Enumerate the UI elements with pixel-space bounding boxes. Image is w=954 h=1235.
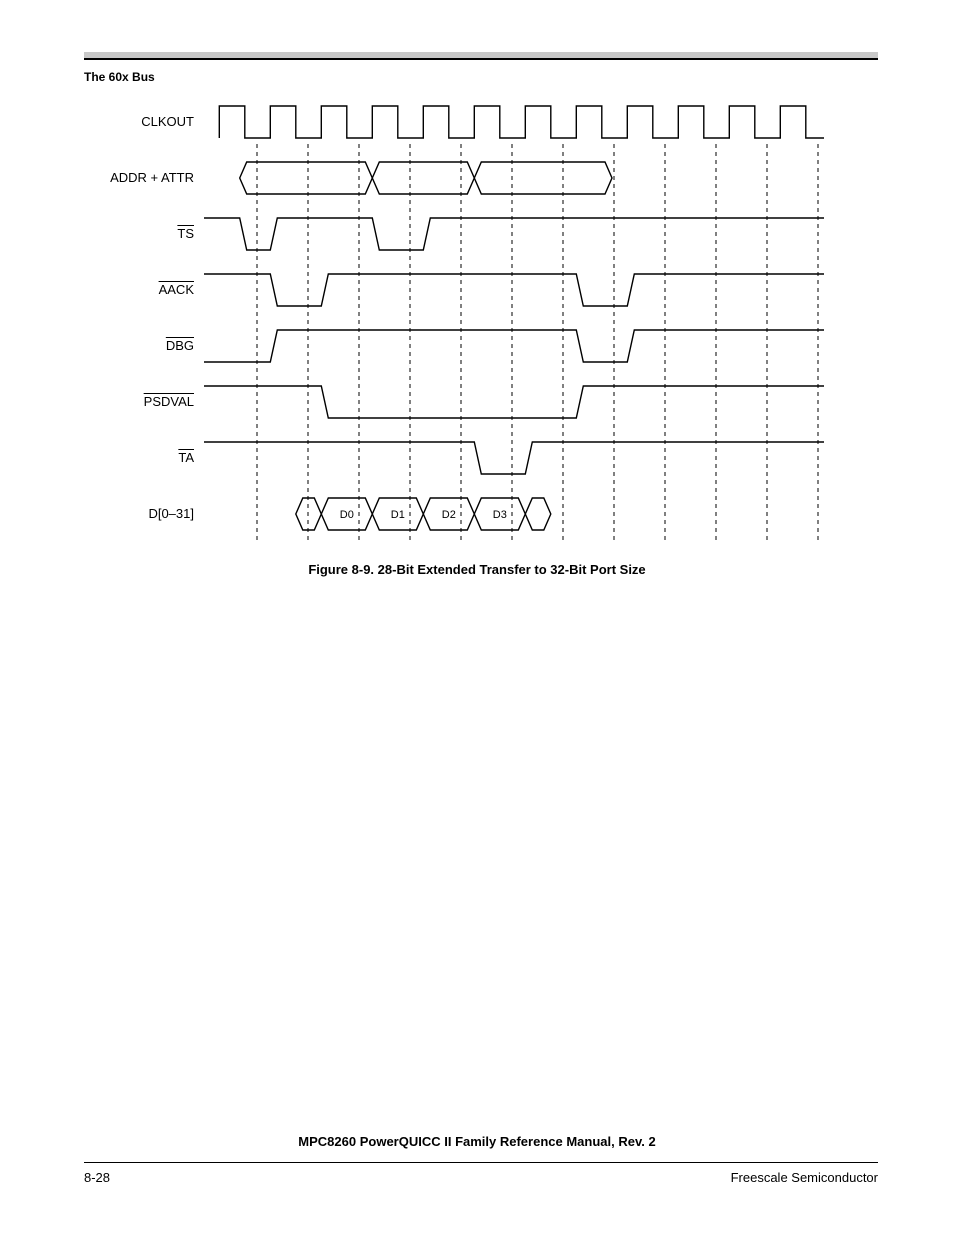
page: The 60x Bus CLKOUT ADDR + ATTR TS AACK DBG PS… [0, 0, 954, 1235]
figure-caption: Figure 8-9. 28-Bit Extended Transfer to … [0, 562, 954, 577]
timing-svg: D0 D1 D2 D3 [84, 92, 824, 562]
footer-title: MPC8260 PowerQUICC II Family Reference M… [0, 1134, 954, 1149]
vendor-name: Freescale Semiconductor [731, 1170, 878, 1185]
signal-label: CLKOUT [84, 115, 194, 129]
timing-diagram: CLKOUT ADDR + ATTR TS AACK DBG PSDVAL TA D[0–31… [84, 92, 824, 562]
header-rule-black [84, 58, 878, 60]
svg-text:D3: D3 [493, 509, 507, 521]
signal-label: ADDR + ATTR [84, 171, 194, 185]
signal-label: AACK [84, 283, 194, 297]
signal-label: D[0–31] [84, 507, 194, 521]
section-header: The 60x Bus [84, 70, 155, 84]
signal-label: TS [84, 227, 194, 241]
svg-text:D1: D1 [391, 509, 405, 521]
svg-text:D2: D2 [442, 509, 456, 521]
signal-label: DBG [84, 339, 194, 353]
svg-text:D0: D0 [340, 509, 354, 521]
signal-label: PSDVAL [84, 395, 194, 409]
signal-label: TA [84, 451, 194, 465]
page-number: 8-28 [84, 1170, 110, 1185]
footer-rule [84, 1162, 878, 1163]
